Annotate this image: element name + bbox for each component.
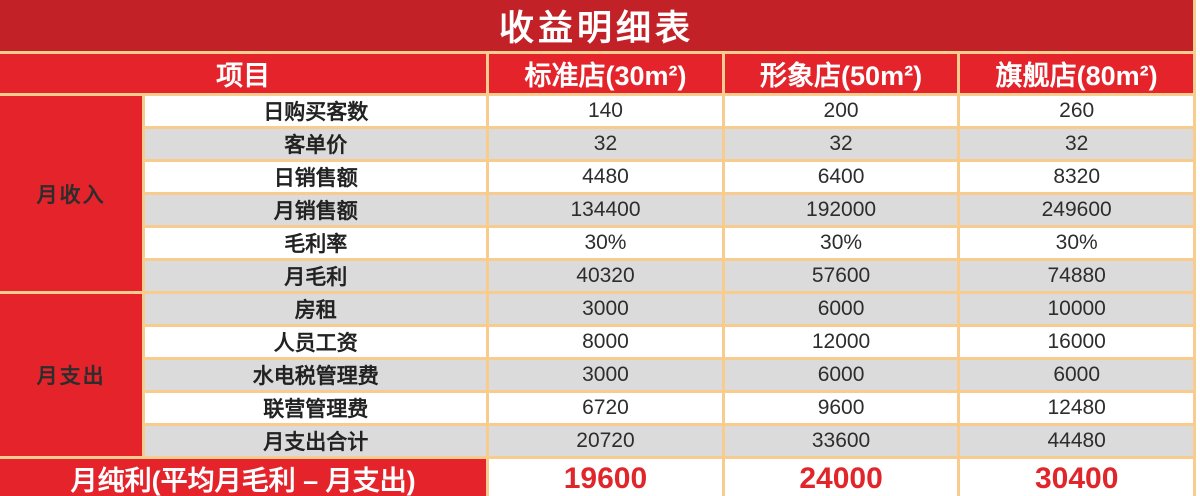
row-label: 日购买客数 (145, 96, 487, 126)
value-cell: 30% (960, 228, 1193, 258)
value-cell: 9600 (724, 393, 958, 423)
summary-value-cell: 30400 (960, 459, 1193, 496)
value-cell: 12480 (960, 393, 1193, 423)
table-row: 联营管理费 6720 9600 12480 (0, 393, 1193, 423)
value-cell: 3000 (489, 294, 722, 324)
column-header-flagship-store: 旗舰店(80m²) (960, 54, 1193, 93)
value-cell: 8000 (489, 327, 722, 357)
row-label: 联营管理费 (145, 393, 487, 423)
value-cell: 4480 (489, 162, 722, 192)
table-row: 日销售额 4480 6400 8320 (0, 162, 1193, 192)
value-cell: 32 (489, 129, 722, 159)
value-cell: 10000 (960, 294, 1193, 324)
value-cell: 6000 (724, 360, 958, 390)
row-label: 水电税管理费 (145, 360, 487, 390)
value-cell: 8320 (960, 162, 1193, 192)
value-cell: 200 (724, 96, 958, 126)
value-cell: 40320 (489, 261, 722, 291)
row-label: 人员工资 (145, 327, 487, 357)
value-cell: 249600 (960, 195, 1193, 225)
category-cell-monthly-expense: 月支出 (0, 294, 143, 456)
value-cell: 32 (960, 129, 1193, 159)
value-cell: 6000 (960, 360, 1193, 390)
summary-label-net-profit: 月纯利(平均月毛利 – 月支出) (0, 459, 487, 496)
row-label: 毛利率 (145, 228, 487, 258)
value-cell: 33600 (724, 426, 958, 456)
row-label: 月毛利 (145, 261, 487, 291)
column-header-image-store: 形象店(50m²) (724, 54, 958, 93)
value-cell: 74880 (960, 261, 1193, 291)
value-cell: 30% (724, 228, 958, 258)
value-cell: 12000 (724, 327, 958, 357)
value-cell: 20720 (489, 426, 722, 456)
table-row: 人员工资 8000 12000 16000 (0, 327, 1193, 357)
summary-value-cell: 24000 (724, 459, 958, 496)
page-title: 收益明细表 (0, 0, 1193, 51)
table-row: 月收入 日购买客数 140 200 260 (0, 96, 1193, 291)
value-cell: 3000 (489, 360, 722, 390)
column-header-standard-store: 标准店(30m²) (489, 54, 722, 93)
value-cell: 260 (960, 96, 1193, 126)
row-label: 房租 (145, 294, 487, 324)
row-label: 客单价 (145, 129, 487, 159)
value-cell: 134400 (489, 195, 722, 225)
row-label: 日销售额 (145, 162, 487, 192)
table-header-row: 项目 标准店(30m²) 形象店(50m²) 旗舰店(80m²) (0, 54, 1193, 93)
table-title-row: 收益明细表 (0, 0, 1193, 51)
table-row: 月支出 房租 3000 6000 10000 (0, 294, 1193, 456)
table-row: 毛利率 30% 30% 30% (0, 228, 1193, 258)
value-cell: 6400 (724, 162, 958, 192)
row-label: 月支出合计 (145, 426, 487, 456)
summary-row-net-profit: 月纯利(平均月毛利 – 月支出) 19600 24000 30400 (0, 459, 1193, 496)
value-cell: 16000 (960, 327, 1193, 357)
table-row: 月支出合计 20720 33600 44480 (0, 426, 1193, 456)
column-header-item: 项目 (0, 54, 487, 93)
value-cell: 192000 (724, 195, 958, 225)
value-cell: 57600 (724, 261, 958, 291)
table-row: 水电税管理费 3000 6000 6000 (0, 360, 1193, 390)
value-cell: 30% (489, 228, 722, 258)
category-cell-monthly-income: 月收入 (0, 96, 143, 291)
value-cell: 6000 (724, 294, 958, 324)
summary-value-cell: 19600 (489, 459, 722, 496)
value-cell: 32 (724, 129, 958, 159)
value-cell: 44480 (960, 426, 1193, 456)
table-row: 客单价 32 32 32 (0, 129, 1193, 159)
table-row: 月销售额 134400 192000 249600 (0, 195, 1193, 225)
value-cell: 140 (489, 96, 722, 126)
table-row: 月毛利 40320 57600 74880 (0, 261, 1193, 291)
row-label: 月销售额 (145, 195, 487, 225)
value-cell: 6720 (489, 393, 722, 423)
